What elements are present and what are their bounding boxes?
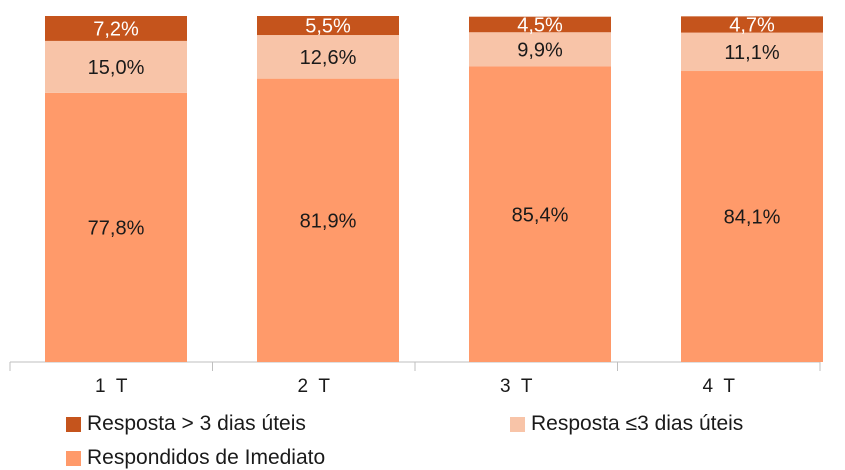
bar-resposta-ate-3-dias-2 — [257, 35, 399, 79]
bar-respondidos-imediato-3 — [469, 66, 611, 363]
bar-resposta-mais-3-dias-2 — [257, 16, 399, 36]
data-label-resposta-mais-3-dias-1: 7,2% — [93, 18, 139, 40]
bar-resposta-mais-3-dias-3 — [469, 16, 611, 33]
data-label-resposta-ate-3-dias-1: 15,0% — [88, 57, 145, 79]
bar-resposta-ate-3-dias-4 — [681, 32, 823, 72]
data-label-resposta-mais-3-dias-4: 4,7% — [729, 14, 775, 36]
bar-resposta-ate-3-dias-1 — [45, 40, 187, 93]
bar-resposta-ate-3-dias-3 — [469, 32, 611, 67]
data-label-resposta-mais-3-dias-2: 5,5% — [305, 16, 351, 38]
bar-resposta-mais-3-dias-4 — [681, 16, 823, 33]
data-label-respondidos-imediato-3: 85,4% — [512, 204, 569, 226]
x-tick-label-1: 1 T — [95, 376, 128, 397]
data-label-resposta-ate-3-dias-2: 12,6% — [300, 47, 357, 69]
bar-respondidos-imediato-2 — [257, 78, 399, 362]
x-tick-label-2: 2 T — [298, 376, 331, 397]
data-label-resposta-ate-3-dias-3: 9,9% — [517, 39, 563, 61]
data-label-respondidos-imediato-4: 84,1% — [724, 207, 781, 229]
data-label-resposta-ate-3-dias-4: 11,1% — [724, 42, 779, 64]
x-tick-label-3: 3 T — [500, 376, 533, 397]
data-label-respondidos-imediato-1: 77,8% — [88, 217, 145, 239]
data-label-resposta-mais-3-dias-3: 4,5% — [517, 14, 563, 36]
bar-respondidos-imediato-4 — [681, 71, 823, 362]
bar-resposta-mais-3-dias-1 — [45, 16, 187, 41]
data-label-respondidos-imediato-2: 81,9% — [300, 210, 357, 232]
bar-respondidos-imediato-1 — [45, 92, 187, 362]
x-tick-label-4: 4 T — [703, 376, 736, 397]
